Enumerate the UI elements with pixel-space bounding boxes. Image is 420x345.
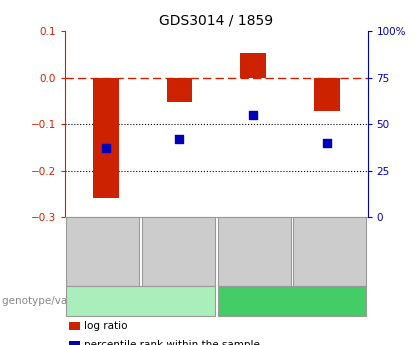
Text: log ratio: log ratio (84, 321, 128, 331)
Text: mmi1 mutant: mmi1 mutant (254, 296, 330, 306)
Title: GDS3014 / 1859: GDS3014 / 1859 (159, 13, 273, 27)
Point (102, 146, 109, 151)
Text: wild type: wild type (115, 296, 166, 306)
Point (176, 136, 183, 142)
Text: GSM74502: GSM74502 (249, 225, 259, 278)
Text: percentile rank within the sample: percentile rank within the sample (84, 340, 260, 345)
Text: GSM74503: GSM74503 (173, 225, 184, 278)
Point (250, 112, 257, 118)
Bar (314, 78, 340, 111)
Bar (240, 53, 266, 78)
Bar (166, 78, 192, 102)
Point (323, 140, 330, 146)
Bar (93, 78, 118, 198)
Text: GSM74501: GSM74501 (98, 225, 108, 278)
Text: genotype/variation ▶: genotype/variation ▶ (2, 296, 113, 306)
Text: GSM74504: GSM74504 (325, 225, 335, 278)
